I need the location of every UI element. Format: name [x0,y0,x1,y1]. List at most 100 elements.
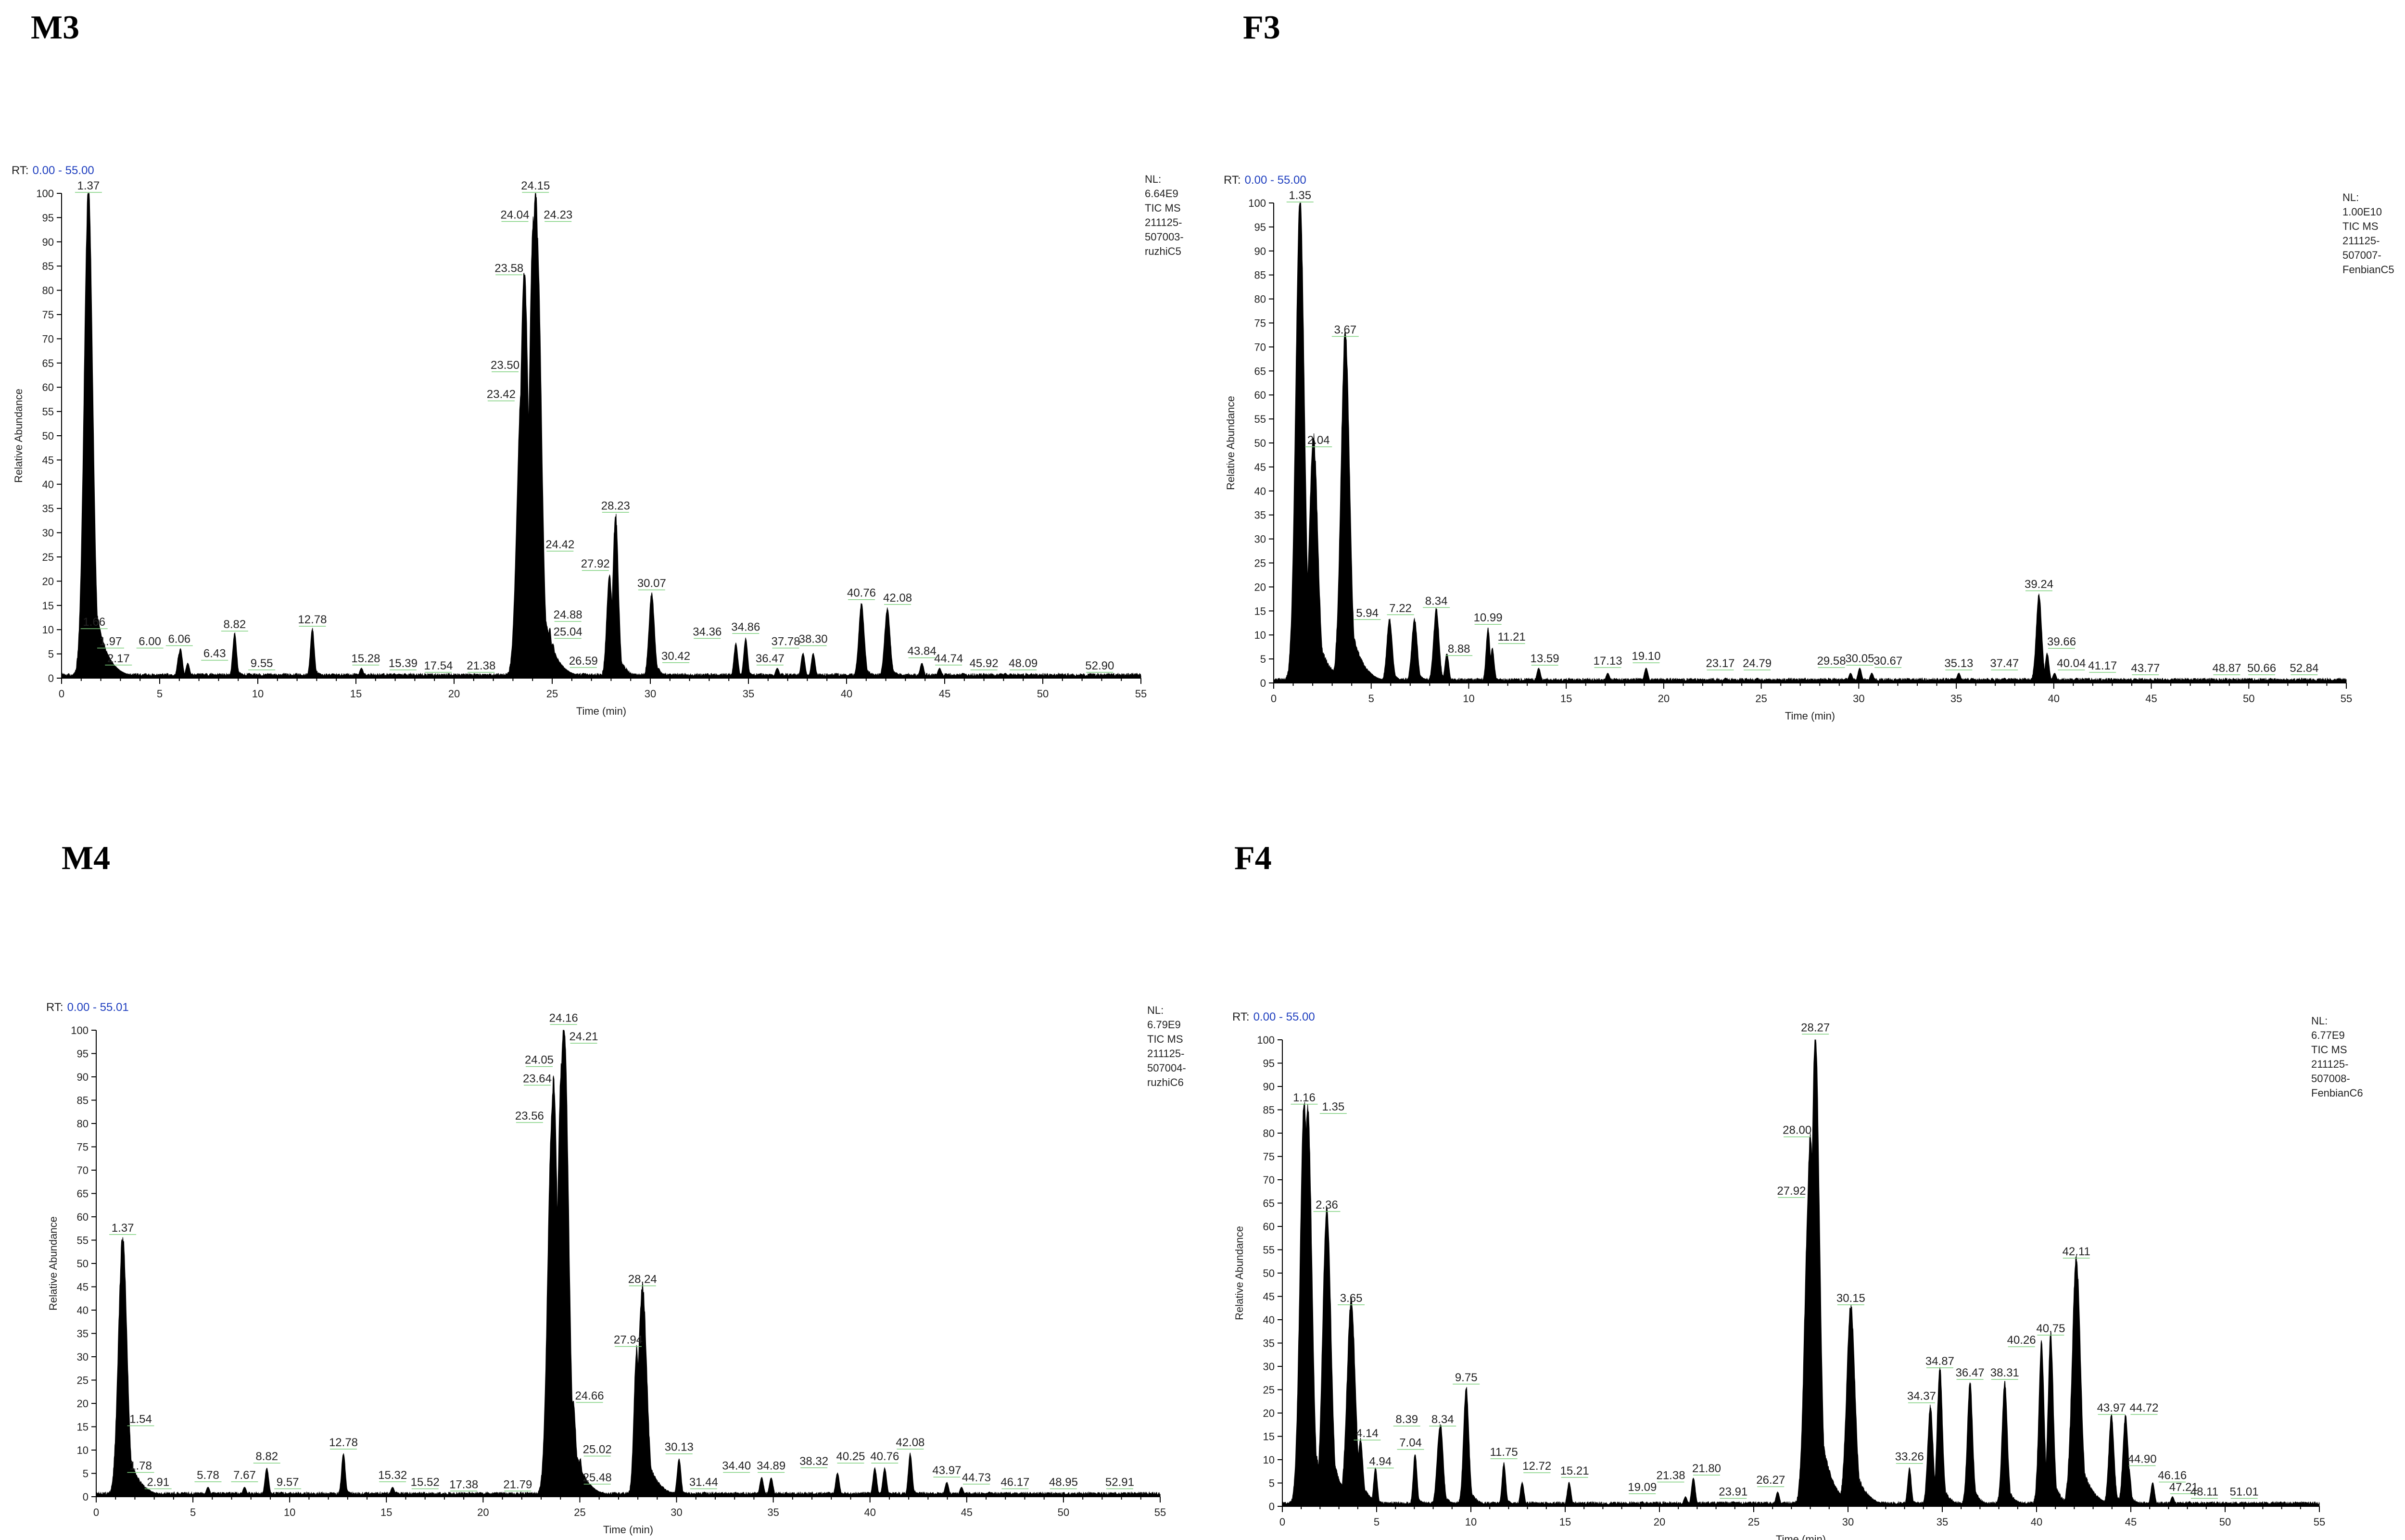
peak-label: 51.01 [2230,1485,2259,1498]
rt-label: RT: 0.00 - 55.00 [1232,1010,1315,1023]
peak-label: 7.04 [1399,1437,1422,1450]
peak-label: 24.21 [569,1030,598,1043]
x-tick-label: 5 [1374,1516,1380,1528]
peak-label: 34.36 [693,625,722,638]
y-tick-label: 55 [77,1235,89,1247]
peak-label: 15.28 [351,652,380,665]
peak-label: 48.95 [1049,1476,1078,1489]
peak-label: 5.78 [197,1469,219,1482]
x-tick-label: 25 [546,688,558,700]
y-tick-label: 65 [42,357,54,369]
x-tick-label: 40 [2031,1516,2042,1528]
peak-label: 23.64 [523,1072,552,1085]
y-tick-label: 15 [1263,1431,1275,1443]
peak-label: 2.04 [1307,434,1330,447]
y-tick-label: 25 [1254,557,1266,569]
peak-label: 12.78 [329,1436,358,1449]
y-tick-label: 0 [48,672,54,684]
peak-label: 9.75 [1455,1371,1478,1384]
y-tick-label: 0 [83,1491,89,1503]
x-tick-label: 45 [2145,693,2157,705]
y-tick-label: 45 [1254,461,1266,473]
y-tick-label: 50 [1263,1267,1275,1279]
y-tick-label: 45 [1263,1291,1275,1303]
peak-label: 28.27 [1801,1021,1830,1034]
x-tick-label: 0 [93,1506,99,1518]
peak-label: 24.16 [549,1011,578,1024]
y-tick-label: 60 [1263,1221,1275,1233]
y-tick-label: 50 [77,1258,89,1270]
peak-label: 8.34 [1431,1413,1454,1426]
peak-label: 48.11 [2190,1485,2218,1498]
peak-label: 38.32 [799,1455,828,1468]
peak-label: 41.17 [2088,659,2117,672]
x-tick-label: 5 [157,688,163,700]
peak-label: 8.88 [1448,643,1470,656]
x-tick-label: 15 [380,1506,392,1518]
y-axis-title: Relative Abundance [47,1216,59,1311]
chromatogram-trace [61,193,1141,679]
nl-block: NL: 1.00E10 TIC MS 211125- 507007- FenbianC5 [2342,191,2394,276]
peak-label: 8.82 [255,1450,278,1463]
peak-label: 8.34 [1425,594,1448,607]
y-tick-label: 70 [1254,341,1266,353]
y-tick-label: 20 [77,1398,89,1410]
x-tick-label: 35 [743,688,754,700]
peak-label: 43.77 [2131,662,2160,675]
x-tick-label: 55 [1135,688,1147,700]
y-tick-label: 20 [1254,581,1266,593]
peak-label: 1.54 [129,1413,152,1426]
y-tick-label: 20 [42,575,54,587]
x-tick-label: 15 [1559,1516,1571,1528]
y-tick-label: 50 [1254,437,1266,449]
peak-label: 30.07 [637,577,666,590]
x-tick-label: 25 [1748,1516,1759,1528]
x-axis-title: Time (min) [1785,710,1835,722]
peak-label: 46.17 [1000,1476,1029,1489]
peak-label: 44.73 [962,1471,991,1484]
peak-label: 25.48 [583,1471,612,1484]
peak-label: 33.26 [1895,1451,1924,1464]
x-tick-label: 20 [1658,693,1670,705]
peak-label: 52.90 [1085,659,1114,672]
x-tick-label: 5 [1368,693,1374,705]
peak-label: 5.94 [1356,606,1379,619]
y-tick-label: 20 [1263,1407,1275,1419]
peak-label: 40.76 [870,1450,899,1463]
nl-line: 6.64E9 [1145,188,1178,200]
peak-label: 24.79 [1743,657,1772,670]
peak-label: 37.47 [1990,657,2019,670]
y-tick-label: 75 [1263,1151,1275,1163]
x-tick-label: 10 [284,1506,295,1518]
peak-label: 28.23 [601,499,630,512]
nl-line: ruzhiC5 [1145,245,1181,257]
y-axis-title: Relative Abundance [1225,396,1237,490]
peak-label: 3.67 [1334,323,1356,336]
peak-label: 21.38 [467,659,495,672]
y-tick-label: 45 [77,1281,89,1293]
peak-label: 40.26 [2007,1334,2036,1347]
x-tick-label: 45 [961,1506,973,1518]
chromatogram-f4: RT: 0.00 - 55.00 NL: 6.77E9 TIC MS 211125-507… [1232,1010,2363,1540]
peak-label: 38.30 [799,632,828,645]
y-tick-label: 80 [1254,293,1266,305]
y-tick-label: 15 [77,1421,89,1433]
y-tick-label: 90 [42,236,54,248]
nl-line: 211125- [2342,235,2380,247]
peak-label: 19.10 [1632,650,1660,663]
peak-label: 34.37 [1907,1390,1936,1403]
x-tick-label: 0 [1271,693,1277,705]
x-axis-title: Time (min) [1776,1533,1826,1540]
rt-range: 0.00 - 55.00 [1253,1010,1315,1023]
x-tick-label: 10 [1465,1516,1477,1528]
peak-label: 24.15 [521,179,550,192]
peak-label: 19.09 [1628,1481,1657,1494]
peak-label: 1.16 [1293,1091,1316,1104]
chromatogram-trace [1273,202,2347,683]
nl-header: NL: [2311,1015,2328,1027]
y-tick-label: 30 [1263,1361,1275,1373]
x-tick-label: 45 [939,688,950,700]
peak-label: 37.78 [771,635,800,648]
peak-label: 30.42 [661,650,690,663]
